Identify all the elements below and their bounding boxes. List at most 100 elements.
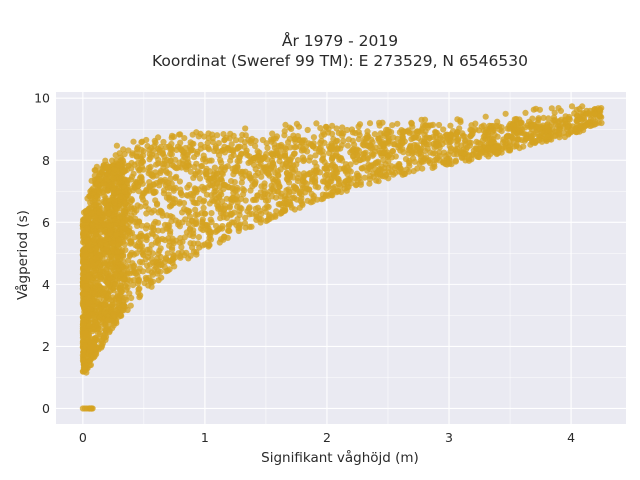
data-point bbox=[200, 204, 207, 211]
data-point bbox=[105, 210, 112, 217]
data-point bbox=[143, 136, 150, 144]
data-point bbox=[366, 173, 373, 180]
data-point bbox=[502, 110, 509, 117]
data-point bbox=[222, 211, 230, 218]
data-point bbox=[414, 144, 421, 151]
data-point bbox=[205, 130, 212, 137]
data-point bbox=[179, 147, 186, 154]
data-point bbox=[536, 106, 544, 113]
data-point bbox=[132, 270, 139, 277]
data-point bbox=[207, 216, 214, 223]
data-point bbox=[80, 349, 87, 356]
data-point bbox=[467, 139, 474, 146]
data-point bbox=[388, 168, 396, 176]
data-point bbox=[139, 192, 146, 199]
data-point bbox=[175, 250, 182, 257]
data-point bbox=[135, 278, 142, 285]
data-point bbox=[238, 179, 245, 186]
data-point bbox=[573, 106, 580, 113]
data-point bbox=[211, 164, 218, 171]
data-point bbox=[281, 207, 288, 214]
data-point bbox=[429, 134, 437, 141]
data-point bbox=[117, 271, 125, 278]
data-point bbox=[118, 174, 125, 181]
data-point bbox=[110, 322, 117, 329]
data-point bbox=[582, 110, 590, 117]
data-point bbox=[130, 138, 137, 145]
data-point bbox=[456, 125, 463, 132]
data-point bbox=[241, 187, 248, 194]
data-point bbox=[128, 165, 135, 172]
y-tick-label: 6 bbox=[42, 215, 50, 230]
data-point bbox=[99, 316, 106, 323]
data-point bbox=[540, 114, 547, 121]
data-point bbox=[137, 292, 144, 299]
data-point bbox=[201, 155, 208, 162]
data-point bbox=[447, 132, 454, 139]
data-point bbox=[211, 176, 218, 183]
data-point bbox=[556, 118, 563, 125]
data-point bbox=[596, 106, 604, 113]
data-point bbox=[385, 164, 392, 171]
data-point bbox=[87, 252, 94, 259]
data-point bbox=[261, 205, 268, 212]
data-point bbox=[269, 175, 276, 183]
data-point bbox=[113, 142, 120, 149]
data-point bbox=[457, 148, 464, 155]
data-point bbox=[155, 236, 163, 243]
data-point bbox=[80, 258, 87, 266]
data-point bbox=[190, 190, 197, 197]
data-point bbox=[211, 147, 218, 155]
data-point bbox=[334, 146, 341, 153]
data-point bbox=[189, 147, 196, 154]
data-point bbox=[153, 201, 161, 208]
data-point bbox=[114, 277, 121, 284]
data-point bbox=[461, 137, 468, 144]
data-point bbox=[107, 287, 114, 295]
data-point bbox=[506, 146, 514, 153]
data-point bbox=[116, 162, 123, 169]
data-point bbox=[192, 206, 199, 213]
data-point bbox=[228, 153, 235, 160]
data-point bbox=[513, 115, 520, 123]
data-point bbox=[297, 197, 304, 205]
data-point bbox=[190, 227, 197, 234]
data-point bbox=[450, 151, 457, 158]
data-point bbox=[375, 135, 382, 142]
data-point bbox=[573, 117, 580, 124]
data-point bbox=[361, 135, 369, 142]
data-point bbox=[468, 131, 475, 138]
data-point bbox=[93, 217, 100, 224]
data-point bbox=[140, 252, 147, 259]
data-point bbox=[281, 128, 288, 135]
data-point bbox=[332, 152, 339, 159]
data-point bbox=[131, 234, 139, 241]
data-point bbox=[385, 140, 392, 147]
data-point bbox=[353, 170, 361, 177]
data-point bbox=[206, 157, 213, 164]
data-point bbox=[162, 254, 170, 261]
data-point bbox=[152, 139, 159, 146]
data-point bbox=[168, 151, 175, 158]
data-point bbox=[219, 171, 226, 178]
data-point bbox=[116, 297, 123, 304]
data-point bbox=[364, 167, 371, 174]
data-point bbox=[126, 252, 133, 259]
data-point bbox=[320, 129, 327, 136]
data-point bbox=[293, 161, 300, 168]
data-point bbox=[191, 163, 198, 170]
data-point bbox=[597, 113, 604, 120]
data-point bbox=[282, 192, 289, 200]
data-point bbox=[161, 157, 168, 164]
data-point bbox=[105, 292, 112, 299]
data-point bbox=[177, 139, 184, 146]
data-point bbox=[246, 204, 253, 211]
data-point bbox=[316, 169, 324, 176]
data-point bbox=[93, 254, 100, 261]
data-point bbox=[96, 176, 103, 183]
data-point bbox=[273, 133, 281, 140]
data-point bbox=[196, 175, 204, 182]
data-point bbox=[258, 183, 265, 190]
data-point bbox=[216, 152, 223, 159]
data-point bbox=[193, 150, 201, 158]
